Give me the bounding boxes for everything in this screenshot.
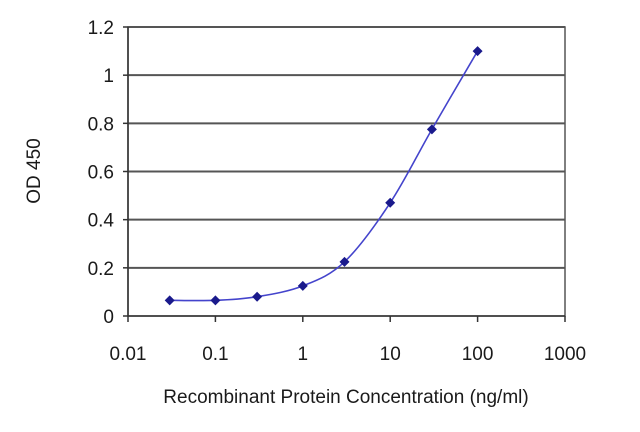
x-tick-label-0: 0.01 [110,344,147,365]
data-point-3 [297,280,308,291]
x-tick-label-5: 1000 [544,344,586,365]
data-series [164,46,483,306]
x-tick-labels: 0.01 0.1 1 10 100 1000 [110,344,587,365]
y-tick-label-5: 1 [103,66,114,87]
data-point-2 [252,291,263,302]
data-point-5 [385,197,396,208]
y-tick-labels: 0 0.2 0.4 0.6 0.8 1 1.2 [88,18,115,328]
y-tick-label-6: 1.2 [88,18,114,39]
data-point-1 [210,295,221,306]
y-tick-label-1: 0.2 [88,259,114,280]
x-tick-label-1: 0.1 [202,344,228,365]
y-tick-label-0: 0 [103,307,114,328]
grid-lines [128,26,565,269]
y-tick-label-4: 0.8 [88,114,114,135]
data-point-0 [164,295,175,306]
data-point-7 [472,46,483,57]
x-tick-label-3: 10 [380,344,401,365]
y-axis-label: OD 450 [24,138,45,203]
x-tick-label-2: 1 [298,344,309,365]
x-tick-label-4: 100 [462,344,494,365]
axes [123,26,566,322]
y-tick-label-2: 0.4 [88,211,115,232]
data-point-4 [339,256,350,267]
x-axis-label: Recombinant Protein Concentration (ng/ml… [163,387,528,408]
y-tick-label-3: 0.6 [88,163,114,184]
data-point-6 [426,124,437,135]
